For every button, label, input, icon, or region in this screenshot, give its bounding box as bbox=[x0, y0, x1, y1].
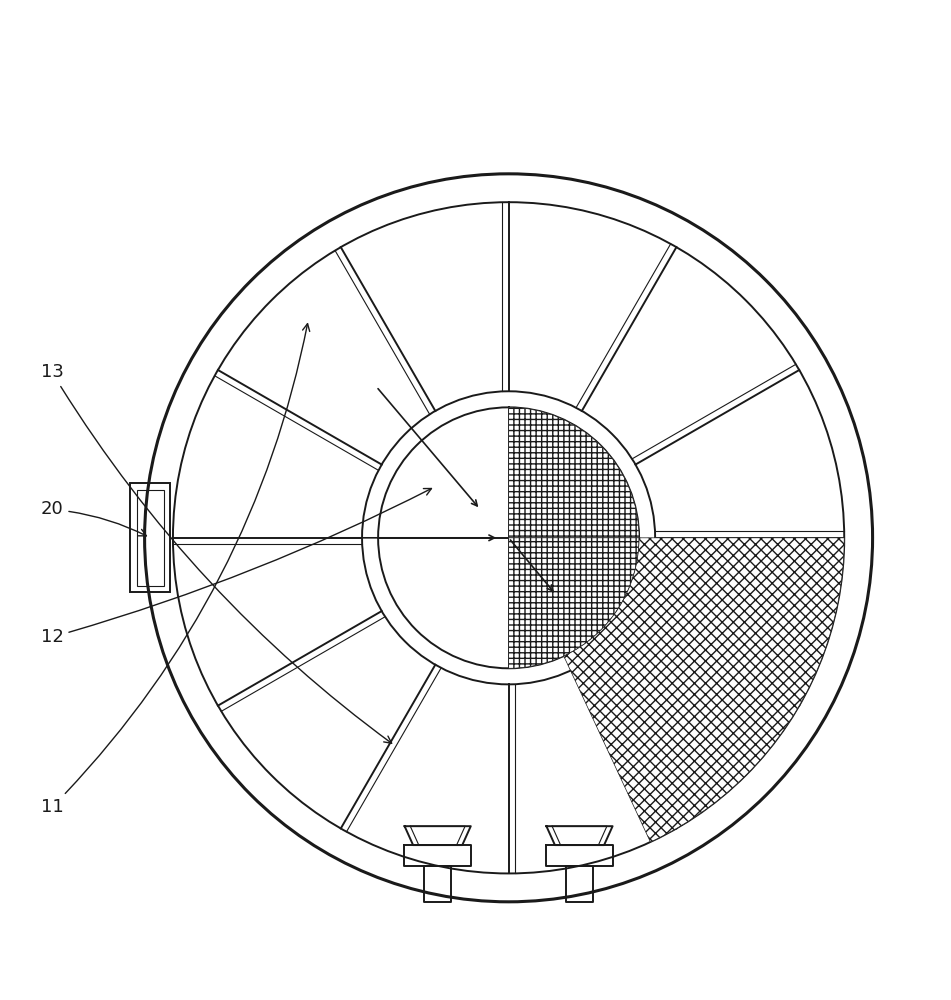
Text: 12: 12 bbox=[41, 489, 432, 646]
Bar bbox=[137, 490, 164, 586]
Wedge shape bbox=[509, 538, 639, 668]
Wedge shape bbox=[564, 538, 844, 842]
Bar bbox=[130, 483, 170, 592]
Text: 20: 20 bbox=[41, 500, 146, 536]
Wedge shape bbox=[509, 407, 639, 538]
Text: 11: 11 bbox=[41, 324, 310, 816]
Text: 13: 13 bbox=[41, 363, 392, 743]
